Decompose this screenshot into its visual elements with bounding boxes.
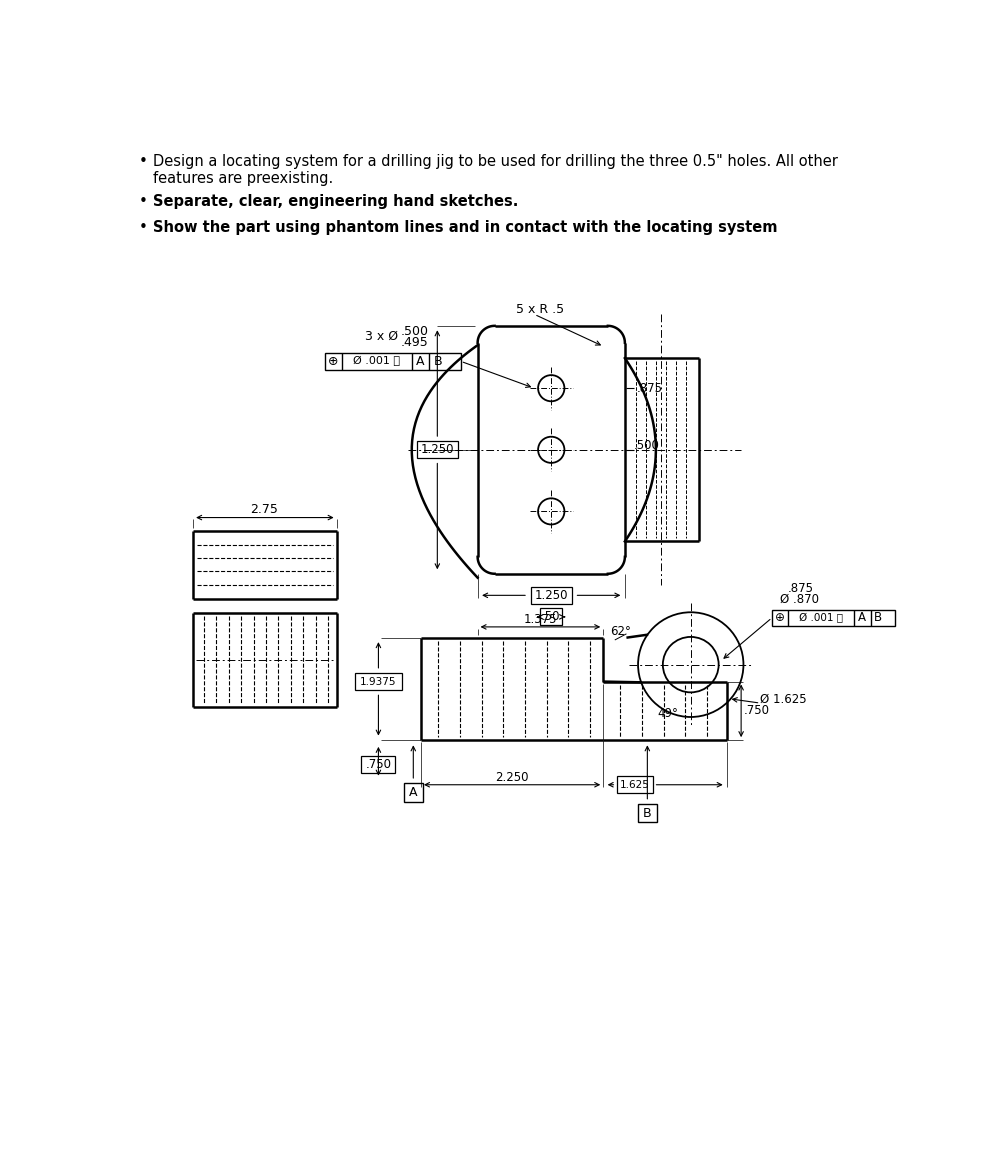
Text: .500: .500 [400, 325, 428, 338]
Text: .750: .750 [365, 758, 391, 771]
Text: •: • [139, 194, 148, 209]
Text: ⊕: ⊕ [328, 355, 339, 368]
Text: 1.625: 1.625 [620, 780, 650, 790]
Bar [638, 805, 657, 822]
Text: 49°: 49° [657, 707, 678, 720]
Bar [361, 756, 395, 773]
Text: •: • [139, 154, 148, 169]
Bar [531, 587, 572, 603]
Text: Design a locating system for a drilling jig to be used for drilling the three 0.: Design a locating system for a drilling … [153, 154, 838, 169]
Text: 3 x Ø: 3 x Ø [365, 331, 398, 343]
Text: 2.75: 2.75 [251, 503, 278, 517]
Text: .875: .875 [788, 581, 814, 595]
Text: A: A [409, 786, 418, 799]
Bar [617, 777, 653, 793]
Text: B: B [434, 355, 442, 368]
Bar [540, 608, 562, 625]
Text: Ø .001 Ⓜ: Ø .001 Ⓜ [799, 613, 843, 623]
Text: Ø .870: Ø .870 [780, 593, 819, 606]
Text: 5 x R .5: 5 x R .5 [516, 303, 564, 316]
Bar [772, 610, 895, 627]
Text: features are preexisting.: features are preexisting. [153, 171, 333, 186]
Bar [404, 784, 423, 802]
Text: 62°: 62° [610, 625, 631, 638]
Text: .875: .875 [637, 381, 662, 394]
Text: A: A [858, 612, 866, 624]
Text: .750: .750 [744, 704, 770, 718]
Bar [355, 673, 402, 690]
Text: .495: .495 [400, 335, 428, 348]
Text: 2.250: 2.250 [495, 771, 528, 784]
Text: •: • [139, 220, 148, 235]
Text: .500: .500 [634, 438, 660, 452]
Text: 1.250: 1.250 [534, 588, 568, 602]
Text: Separate, clear, engineering hand sketches.: Separate, clear, engineering hand sketch… [153, 194, 518, 209]
Text: Ø 1.625: Ø 1.625 [761, 692, 807, 706]
Text: .50: .50 [542, 610, 560, 623]
Text: Show the part using phantom lines and in contact with the locating system: Show the part using phantom lines and in… [153, 220, 777, 235]
Text: B: B [643, 807, 652, 820]
Text: 1.250: 1.250 [421, 443, 454, 457]
Text: Ø .001 Ⓜ: Ø .001 Ⓜ [353, 356, 400, 366]
Text: B: B [874, 612, 882, 624]
Text: A: A [416, 355, 425, 368]
Bar [417, 442, 458, 458]
Text: 1.375: 1.375 [524, 614, 557, 627]
Text: ⊕: ⊕ [775, 612, 785, 624]
Bar [325, 353, 461, 370]
Text: 1.9375: 1.9375 [360, 676, 397, 687]
